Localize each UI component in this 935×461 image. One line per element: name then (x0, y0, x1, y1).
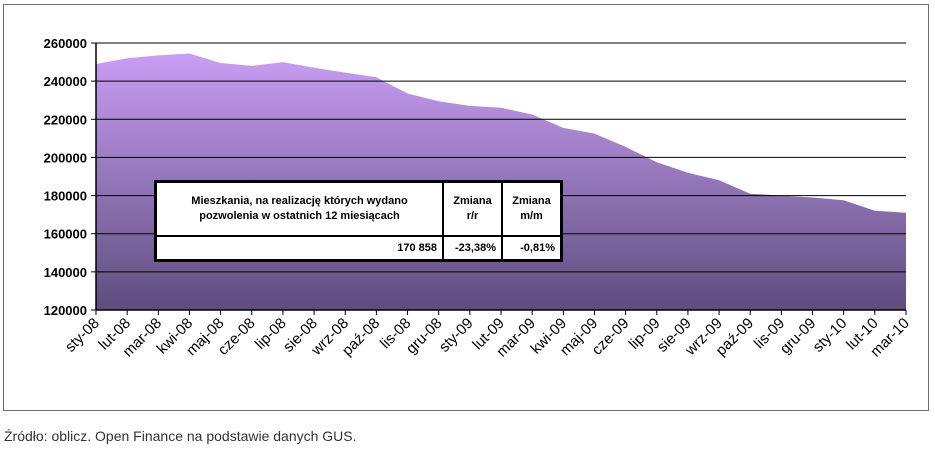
source-note: Źródło: oblicz. Open Finance na podstawi… (4, 428, 357, 444)
table-header-yoy: Zmiana r/r (442, 180, 503, 237)
table-header-mom: Zmiana m/m (501, 180, 563, 237)
y-tick-label: 200000 (44, 150, 87, 165)
info-table: Mieszkania, na realizację których wydano… (154, 180, 563, 262)
y-tick-label: 120000 (44, 303, 87, 318)
y-tick-label: 220000 (44, 112, 87, 127)
x-tick-label: gru-08 (403, 315, 446, 358)
table-header-description: Mieszkania, na realizację których wydano… (154, 180, 444, 237)
y-tick-label: 180000 (44, 189, 87, 204)
table-value: 170 858 (154, 235, 444, 262)
x-tick-label: sty-09 (436, 315, 477, 356)
y-tick-label: 160000 (44, 227, 87, 242)
y-tick-label: 140000 (44, 265, 87, 280)
y-tick-label: 260000 (44, 36, 87, 51)
y-tick-label: 240000 (44, 74, 87, 89)
x-tick-label: gru-09 (777, 315, 820, 358)
x-tick-label: sty-08 (62, 315, 103, 356)
x-tick-label: sty-10 (810, 315, 851, 356)
table-yoy: -23,38% (442, 235, 503, 262)
table-mom: -0,81% (501, 235, 563, 262)
